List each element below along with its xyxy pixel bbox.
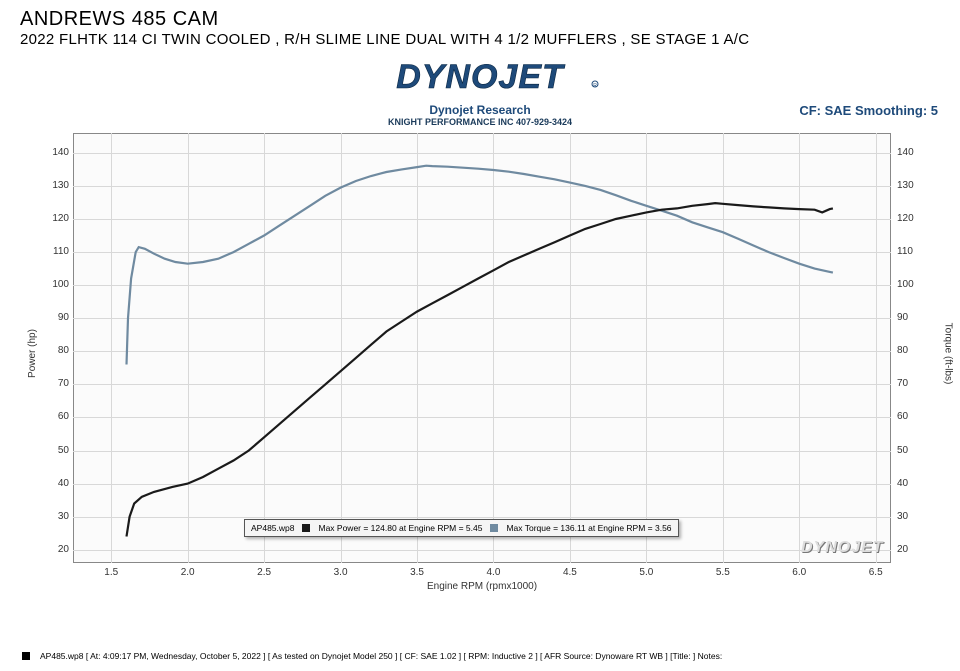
- watermark-logo: DYNOJET: [801, 539, 884, 557]
- ytick-left: 130: [39, 180, 69, 191]
- svg-text:R: R: [593, 83, 597, 89]
- gridline-v: [876, 133, 877, 563]
- ytick-left: 80: [39, 345, 69, 356]
- ytick-left: 110: [39, 246, 69, 257]
- ytick-right: 120: [897, 213, 927, 224]
- gridline-v: [646, 133, 647, 563]
- xtick: 3.0: [334, 567, 348, 578]
- xtick: 6.0: [792, 567, 806, 578]
- gridline-h: [73, 219, 891, 220]
- gridline-v: [493, 133, 494, 563]
- ytick-right: 60: [897, 411, 927, 422]
- ytick-right: 80: [897, 345, 927, 356]
- gridline-v: [111, 133, 112, 563]
- legend-torque-text: Max Torque = 136.11 at Engine RPM = 3.56: [506, 523, 671, 533]
- footer-row: AP485.wp8 [ At: 4:09:17 PM, Wednesday, O…: [22, 651, 938, 661]
- footer-text: AP485.wp8 [ At: 4:09:17 PM, Wednesday, O…: [40, 651, 722, 661]
- xtick: 6.5: [869, 567, 883, 578]
- ytick-left: 30: [39, 511, 69, 522]
- xtick: 4.0: [487, 567, 501, 578]
- logo-row: DYNOJET R: [0, 56, 960, 103]
- gridline-v: [570, 133, 571, 563]
- gridline-h: [73, 153, 891, 154]
- footer-swatch-icon: [22, 652, 30, 660]
- dynojet-logo: DYNOJET R: [350, 56, 610, 98]
- gridline-h: [73, 351, 891, 352]
- research-row: Dynojet Research KNIGHT PERFORMANCE INC …: [0, 103, 960, 127]
- y-axis-label-right: Torque (ft-lbs): [942, 323, 953, 385]
- cf-label: CF: SAE Smoothing: 5: [799, 103, 938, 118]
- ytick-left: 60: [39, 411, 69, 422]
- xtick: 5.5: [716, 567, 730, 578]
- page-subtitle: 2022 FLHTK 114 CI TWIN COOLED , R/H SLIM…: [20, 31, 940, 48]
- ytick-left: 20: [39, 544, 69, 555]
- gridline-h: [73, 550, 891, 551]
- ytick-right: 90: [897, 312, 927, 323]
- gridline-v: [341, 133, 342, 563]
- ytick-right: 130: [897, 180, 927, 191]
- xtick: 4.5: [563, 567, 577, 578]
- ytick-right: 70: [897, 378, 927, 389]
- ytick-left: 50: [39, 445, 69, 456]
- ytick-left: 120: [39, 213, 69, 224]
- ytick-right: 100: [897, 279, 927, 290]
- ytick-right: 20: [897, 544, 927, 555]
- svg-text:DYNOJET: DYNOJET: [396, 58, 566, 96]
- ytick-right: 30: [897, 511, 927, 522]
- legend-power-text: Max Power = 124.80 at Engine RPM = 5.45: [318, 523, 482, 533]
- header: ANDREWS 485 CAM 2022 FLHTK 114 CI TWIN C…: [0, 0, 960, 52]
- page-title: ANDREWS 485 CAM: [20, 8, 940, 31]
- xtick: 5.0: [639, 567, 653, 578]
- gridline-h: [73, 484, 891, 485]
- ytick-left: 90: [39, 312, 69, 323]
- y-axis-label-left: Power (hp): [27, 329, 38, 378]
- ytick-right: 140: [897, 147, 927, 158]
- gridline-h: [73, 285, 891, 286]
- gridline-h: [73, 252, 891, 253]
- ytick-left: 140: [39, 147, 69, 158]
- xtick: 3.5: [410, 567, 424, 578]
- gridline-h: [73, 384, 891, 385]
- dyno-chart: 20 20 30 30 40 40 50 50 60 60 70 70 80 80 90 90 100 100 11…: [18, 133, 942, 603]
- ytick-left: 100: [39, 279, 69, 290]
- gridline-v: [188, 133, 189, 563]
- legend-power-swatch-icon: [302, 524, 310, 532]
- x-axis-label: Engine RPM (rpmx1000): [427, 581, 537, 592]
- gridline-h: [73, 517, 891, 518]
- gridline-v: [417, 133, 418, 563]
- gridline-v: [723, 133, 724, 563]
- gridline-h: [73, 318, 891, 319]
- ytick-left: 70: [39, 378, 69, 389]
- gridline-v: [264, 133, 265, 563]
- xtick: 2.0: [181, 567, 195, 578]
- ytick-left: 40: [39, 478, 69, 489]
- gridline-h: [73, 451, 891, 452]
- xtick: 1.5: [104, 567, 118, 578]
- ytick-right: 50: [897, 445, 927, 456]
- phone-label: KNIGHT PERFORMANCE INC 407-929-3424: [0, 117, 960, 127]
- legend-torque-swatch-icon: [490, 524, 498, 532]
- plot-area: [73, 133, 891, 563]
- legend-box: AP485.wp8 Max Power = 124.80 at Engine RP…: [244, 519, 679, 537]
- xtick: 2.5: [257, 567, 271, 578]
- legend-file: AP485.wp8: [251, 523, 294, 533]
- gridline-h: [73, 417, 891, 418]
- gridline-h: [73, 186, 891, 187]
- ytick-right: 40: [897, 478, 927, 489]
- gridline-v: [799, 133, 800, 563]
- ytick-right: 110: [897, 246, 927, 257]
